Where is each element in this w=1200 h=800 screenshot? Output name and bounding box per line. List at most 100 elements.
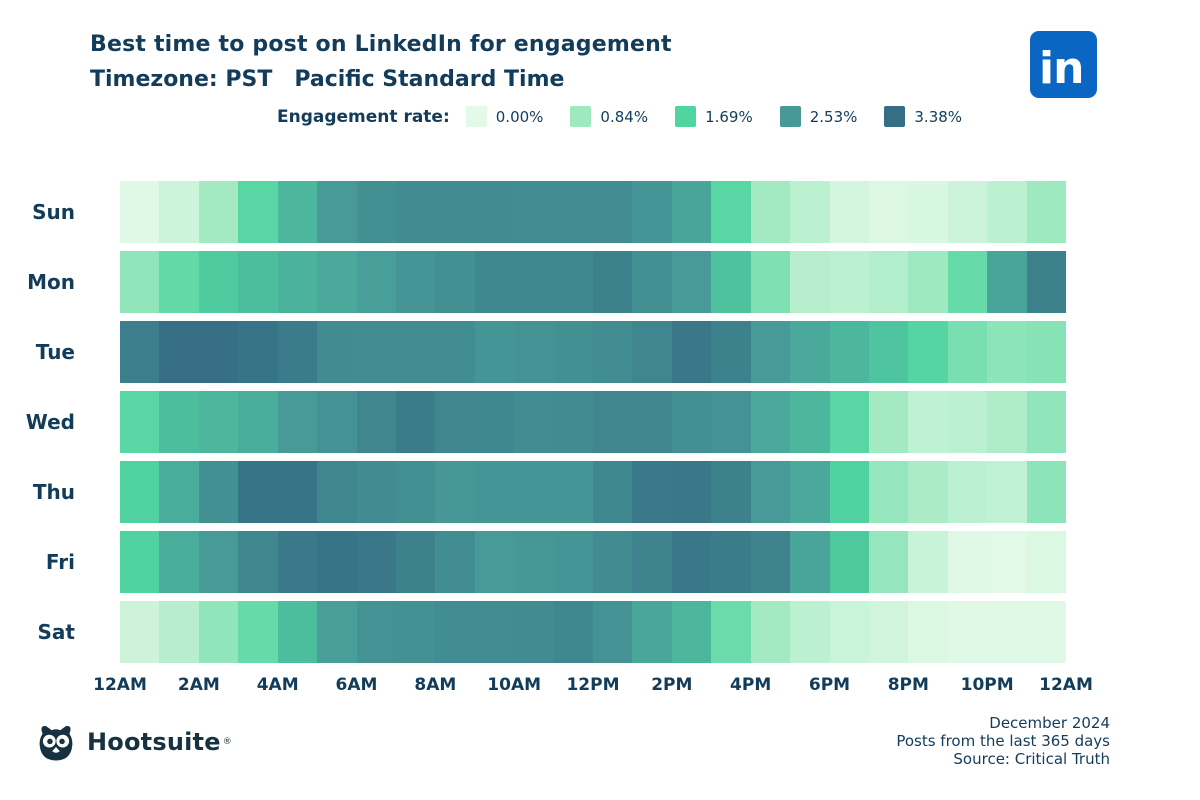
- heatmap-cell: [869, 321, 909, 383]
- hootsuite-logo: Hootsuite ®: [35, 722, 232, 762]
- heatmap-cell: [750, 391, 791, 453]
- heatmap-cell: [435, 321, 475, 383]
- heatmap-cell: [593, 321, 633, 383]
- heatmap-cell: [711, 181, 751, 243]
- heatmap-cell: [947, 321, 988, 383]
- heatmap-row-cells: [120, 251, 1067, 313]
- heatmap-cell: [790, 531, 830, 593]
- heatmap-cell: [947, 461, 988, 523]
- heatmap-cell: [435, 461, 475, 523]
- heatmap-cell: [356, 601, 396, 663]
- heatmap-cell: [632, 251, 672, 313]
- heatmap-cell: [198, 531, 239, 593]
- heatmap-cell: [829, 251, 870, 313]
- heatmap-row: Sun: [0, 181, 1067, 243]
- heatmap-cell: [750, 601, 791, 663]
- heatmap-cell: [869, 531, 909, 593]
- heatmap-cell: [395, 601, 436, 663]
- legend-swatch: [884, 106, 906, 127]
- source-line-date: December 2024: [989, 714, 1110, 732]
- heatmap-cell: [671, 321, 712, 383]
- heatmap-cell: [395, 531, 436, 593]
- heatmap-cell: [711, 391, 751, 453]
- heatmap-cell: [632, 181, 672, 243]
- heatmap-cell: [790, 181, 830, 243]
- heatmap-cell: [869, 601, 909, 663]
- heatmap-row-cells: [120, 601, 1067, 663]
- heatmap-cell: [1026, 461, 1067, 523]
- day-label: Tue: [35, 340, 75, 364]
- heatmap-row-cells: [120, 321, 1067, 383]
- heatmap-cell: [435, 531, 475, 593]
- heatmap-cell: [1026, 181, 1067, 243]
- heatmap-cell: [829, 601, 870, 663]
- heatmap-cell: [514, 601, 554, 663]
- heatmap-cell: [198, 391, 239, 453]
- source-line-source: Source: Critical Truth: [953, 750, 1110, 768]
- heatmap-cell: [632, 461, 672, 523]
- heatmap-cell: [593, 461, 633, 523]
- registered-mark: ®: [222, 737, 232, 747]
- timezone-label: Timezone: PST: [90, 67, 273, 92]
- legend-swatch: [675, 106, 697, 127]
- timezone-value: Pacific Standard Time: [294, 67, 565, 92]
- heatmap-cell: [120, 391, 160, 453]
- day-label: Wed: [25, 410, 75, 434]
- heatmap-cell: [317, 531, 357, 593]
- heatmap-cell: [750, 531, 791, 593]
- heatmap-cell: [750, 181, 791, 243]
- heatmap-cell: [711, 321, 751, 383]
- heatmap-cell: [987, 531, 1027, 593]
- heatmap-cell: [120, 461, 160, 523]
- legend-value-label: 0.84%: [600, 107, 649, 126]
- legend-value-label: 1.69%: [705, 107, 753, 126]
- heatmap-cell: [1026, 531, 1067, 593]
- heatmap-cell: [553, 321, 594, 383]
- heatmap-cell: [474, 601, 515, 663]
- heatmap-cell: [514, 531, 554, 593]
- heatmap-row-cells: [120, 531, 1067, 593]
- heatmap-cell: [395, 391, 436, 453]
- heatmap-cell: [277, 601, 318, 663]
- heatmap-cell: [869, 181, 909, 243]
- heatmap-cell: [790, 601, 830, 663]
- page-title: Best time to post on LinkedIn for engage…: [90, 32, 672, 57]
- day-label: Sat: [37, 620, 75, 644]
- heatmap-cell: [120, 531, 160, 593]
- heatmap-cell: [435, 601, 475, 663]
- heatmap-cell: [317, 601, 357, 663]
- heatmap-cell: [671, 251, 712, 313]
- heatmap-cell: [869, 391, 909, 453]
- heatmap-cell: [238, 461, 278, 523]
- legend-title: Engagement rate:: [277, 106, 450, 127]
- heatmap-cell: [593, 391, 633, 453]
- heatmap-cell: [317, 461, 357, 523]
- heatmap-cell: [671, 601, 712, 663]
- x-tick-label: 10PM: [960, 675, 1014, 695]
- heatmap-cell: [277, 391, 318, 453]
- heatmap-cell: [829, 321, 870, 383]
- heatmap-cell: [198, 601, 239, 663]
- heatmap-cell: [395, 251, 436, 313]
- heatmap-cell: [790, 251, 830, 313]
- heatmap-cell: [356, 251, 396, 313]
- heatmap-cell: [1026, 251, 1067, 313]
- heatmap-cell: [750, 321, 791, 383]
- heatmap-row: Sat: [0, 601, 1067, 663]
- heatmap-cell: [790, 321, 830, 383]
- legend-value-label: 0.00%: [495, 107, 544, 126]
- heatmap-cell: [435, 251, 475, 313]
- heatmap-row: Tue: [0, 321, 1067, 383]
- x-tick-label: 8PM: [887, 675, 929, 695]
- heatmap-cell: [514, 461, 554, 523]
- legend-value-label: 3.38%: [914, 107, 963, 126]
- heatmap-cell: [238, 251, 278, 313]
- heatmap-cell: [829, 461, 870, 523]
- x-tick-label: 6AM: [335, 675, 378, 695]
- heatmap-cell: [514, 391, 554, 453]
- heatmap-cell: [869, 461, 909, 523]
- heatmap-cell: [198, 461, 239, 523]
- heatmap-row-cells: [120, 391, 1067, 453]
- heatmap-cell: [198, 321, 239, 383]
- heatmap-cell: [159, 181, 199, 243]
